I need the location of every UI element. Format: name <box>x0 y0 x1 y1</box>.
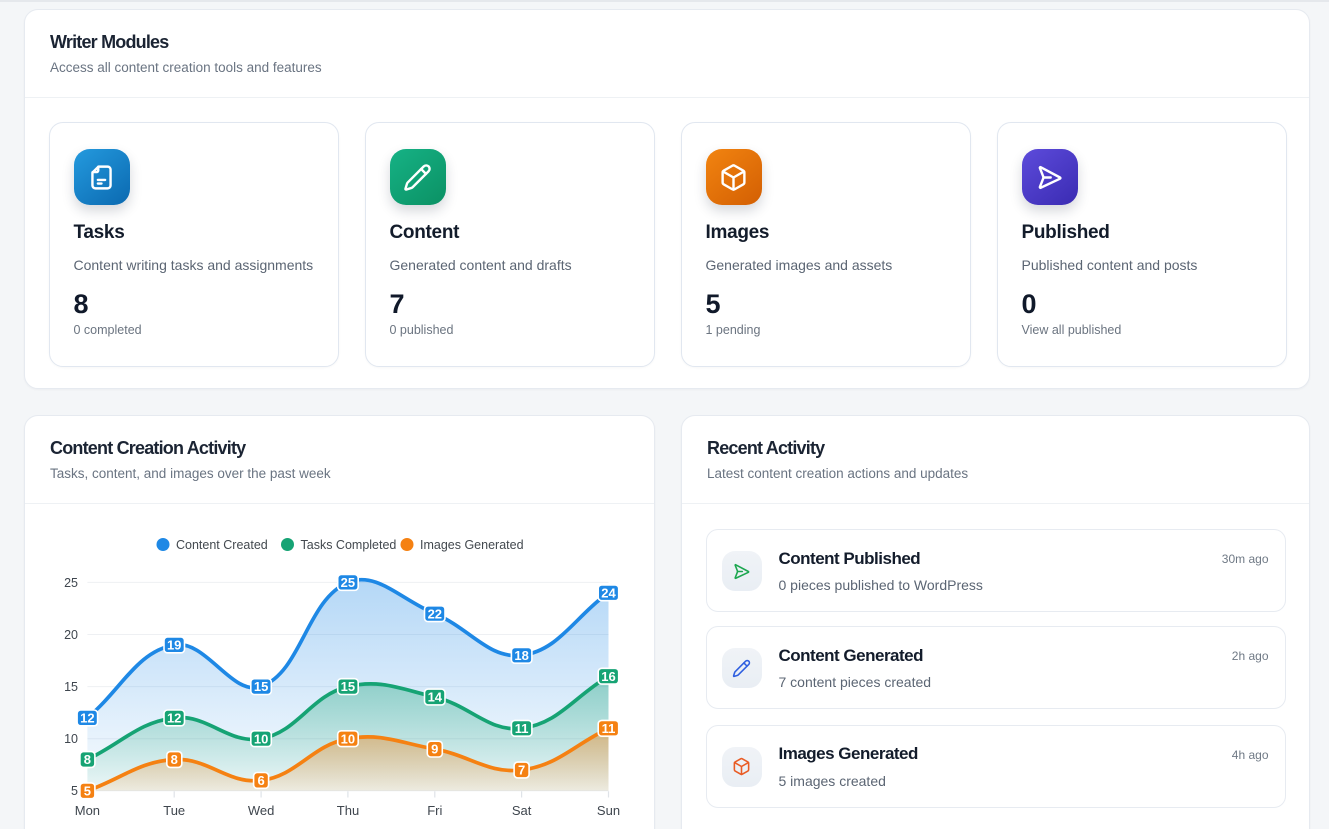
svg-text:12: 12 <box>167 711 181 726</box>
svg-text:8: 8 <box>171 752 178 767</box>
svg-text:8: 8 <box>84 752 91 767</box>
svg-text:22: 22 <box>428 606 442 621</box>
svg-text:Mon: Mon <box>75 803 100 818</box>
svg-text:24: 24 <box>601 585 616 600</box>
svg-text:14: 14 <box>428 690 443 705</box>
svg-text:Wed: Wed <box>248 803 275 818</box>
svg-text:Sun: Sun <box>597 803 620 818</box>
svg-text:25: 25 <box>341 575 355 590</box>
svg-text:Tasks Completed: Tasks Completed <box>301 538 397 552</box>
svg-text:16: 16 <box>601 669 615 684</box>
svg-text:11: 11 <box>515 721 529 736</box>
svg-text:10: 10 <box>341 731 355 746</box>
svg-text:15: 15 <box>254 679 268 694</box>
svg-text:15: 15 <box>64 680 78 694</box>
svg-text:10: 10 <box>254 731 268 746</box>
svg-text:5: 5 <box>84 783 91 798</box>
svg-text:15: 15 <box>341 679 355 694</box>
svg-text:25: 25 <box>64 576 78 590</box>
svg-text:19: 19 <box>167 638 181 653</box>
svg-text:6: 6 <box>257 773 264 788</box>
svg-text:Fri: Fri <box>427 803 442 818</box>
svg-text:12: 12 <box>80 711 94 726</box>
svg-text:20: 20 <box>64 628 78 642</box>
svg-text:11: 11 <box>602 721 616 736</box>
svg-text:5: 5 <box>71 784 78 798</box>
svg-text:9: 9 <box>431 742 438 757</box>
svg-text:18: 18 <box>514 648 528 663</box>
svg-text:10: 10 <box>64 732 78 746</box>
svg-text:Images Generated: Images Generated <box>420 538 524 552</box>
svg-text:Sat: Sat <box>512 803 532 818</box>
svg-text:Tue: Tue <box>163 803 185 818</box>
svg-text:7: 7 <box>518 763 525 778</box>
svg-text:Content Created: Content Created <box>176 538 268 552</box>
svg-text:Thu: Thu <box>337 803 359 818</box>
